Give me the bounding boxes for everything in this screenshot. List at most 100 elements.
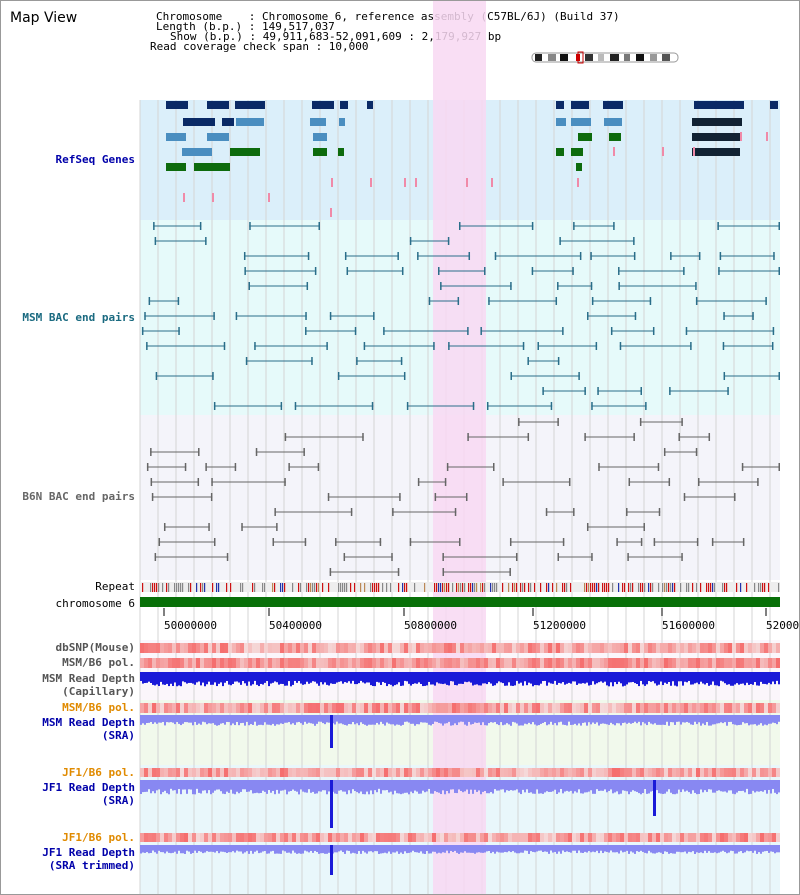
read-depth-bin — [682, 845, 684, 853]
repeat-feature — [168, 583, 170, 592]
read-depth-bin — [388, 780, 390, 793]
read-depth-bin — [390, 672, 392, 685]
read-depth-bin — [324, 780, 326, 791]
read-depth-bin — [254, 780, 256, 794]
read-depth-bin — [672, 780, 674, 795]
read-depth-bin — [326, 672, 328, 685]
read-depth-bin — [306, 845, 308, 852]
polymorphism-bin — [168, 658, 172, 668]
polymorphism-bin — [724, 768, 728, 777]
polymorphism-bin — [656, 768, 660, 777]
polymorphism-bin — [752, 703, 756, 713]
polymorphism-bin — [308, 833, 312, 842]
read-depth-bin — [664, 672, 666, 683]
read-depth-bin — [662, 672, 664, 686]
read-depth-bin — [540, 780, 542, 794]
polymorphism-bin — [224, 643, 228, 653]
msm-bac-end — [213, 402, 216, 410]
polymorphism-bin — [436, 658, 440, 668]
polymorphism-bin — [416, 768, 420, 777]
polymorphism-bin — [628, 703, 632, 713]
polymorphism-bin — [564, 768, 568, 777]
repeat-feature — [174, 583, 176, 592]
polymorphism-bin — [508, 703, 512, 713]
read-depth-bin — [730, 845, 732, 851]
polymorphism-bin — [680, 833, 684, 842]
read-depth-bin — [390, 845, 392, 854]
read-depth-bin — [716, 780, 718, 791]
read-depth-bin — [450, 715, 452, 726]
track-label-b6n-bac[interactable]: B6N BAC end pairs — [22, 490, 135, 503]
repeat-feature — [570, 583, 572, 592]
read-depth-bin — [250, 780, 252, 791]
msm-bac-end — [468, 252, 471, 260]
polymorphism-bin — [544, 833, 548, 842]
read-depth-bin — [338, 672, 340, 682]
read-depth-bin — [404, 845, 406, 852]
read-depth-bin — [480, 780, 482, 795]
read-depth-bin — [568, 715, 570, 722]
polymorphism-bin — [144, 643, 148, 653]
repeat-feature — [670, 583, 672, 592]
read-depth-bin — [556, 715, 558, 726]
read-depth-bin — [560, 672, 562, 684]
gene-feature — [576, 163, 582, 171]
msm-bac-end — [579, 252, 582, 260]
polymorphism-bin — [584, 643, 588, 653]
polymorphism-bin — [636, 643, 640, 653]
polymorphism-bin — [152, 703, 156, 713]
polymorphism-bin — [176, 768, 180, 777]
polymorphism-bin — [368, 658, 372, 668]
read-depth-bin — [462, 672, 464, 684]
polymorphism-bin — [520, 658, 524, 668]
polymorphism-bin — [708, 703, 712, 713]
track-label-refseq[interactable]: RefSeq Genes — [55, 153, 135, 166]
polymorphism-bin — [776, 643, 780, 653]
repeat-feature — [310, 583, 312, 592]
mirna-feature — [466, 178, 468, 187]
read-depth-bin — [460, 845, 462, 853]
read-depth-bin — [354, 845, 356, 854]
msm-bac-end — [683, 267, 685, 275]
read-depth-bin — [192, 845, 194, 854]
read-depth-bin — [162, 672, 164, 685]
read-depth-bin — [244, 845, 246, 853]
read-depth-bin — [734, 715, 736, 725]
polymorphism-bin — [596, 833, 600, 842]
read-depth-bin — [400, 715, 402, 726]
polymorphism-bin — [340, 768, 344, 777]
polymorphism-bin — [192, 643, 196, 653]
msm-bac-end — [235, 312, 238, 320]
read-depth-bin — [172, 845, 174, 853]
read-depth-bin — [310, 780, 312, 793]
read-depth-bin — [542, 845, 544, 852]
read-depth-bin — [342, 845, 344, 853]
b6n-bac-end — [272, 538, 275, 546]
polymorphism-bin — [668, 703, 672, 713]
read-depth-bin — [766, 672, 768, 685]
msm-bac-end — [305, 312, 307, 320]
polymorphism-bin — [292, 833, 296, 842]
polymorphism-bin — [640, 703, 644, 713]
read-depth-bin — [188, 780, 190, 790]
polymorphism-bin — [308, 768, 312, 777]
polymorphism-bin — [360, 833, 364, 842]
polymorphism-bin — [232, 658, 236, 668]
read-depth-bin — [674, 845, 676, 854]
polymorphism-bin — [776, 768, 780, 777]
msm-bac-end — [510, 282, 512, 290]
track-label-msm-bac[interactable]: MSM BAC end pairs — [22, 311, 135, 324]
repeat-feature — [342, 583, 344, 592]
track-label-jf1-depth-trimmed-sub: (SRA trimmed) — [48, 859, 135, 872]
b6n-bac-end — [205, 463, 207, 471]
polymorphism-bin — [504, 833, 508, 842]
polymorphism-bin — [400, 643, 404, 653]
read-depth-bin — [176, 780, 178, 794]
polymorphism-bin — [696, 703, 700, 713]
mirna-feature — [740, 132, 742, 141]
repeat-feature — [778, 583, 780, 592]
polymorphism-bin — [256, 703, 260, 713]
read-depth-bin — [180, 672, 182, 687]
